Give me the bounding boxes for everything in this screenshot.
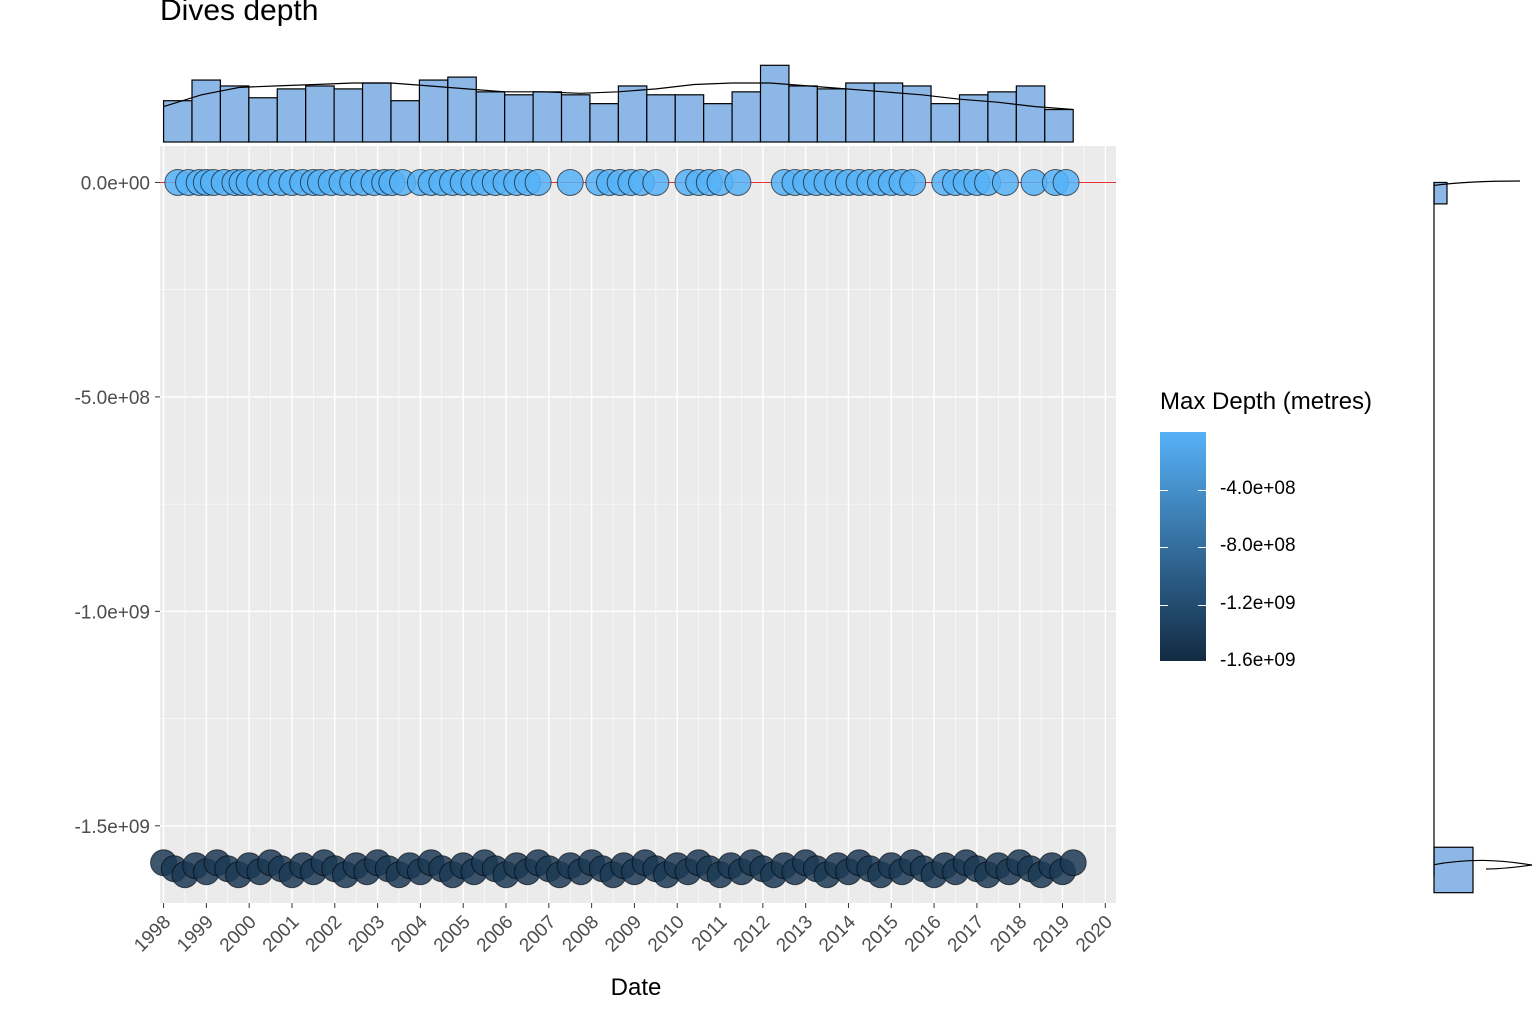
top-histogram-bar xyxy=(191,79,222,143)
top-histogram-bar xyxy=(219,85,250,143)
x-tick-label: 2019 xyxy=(1029,912,1074,957)
top-histogram-bar xyxy=(958,94,989,143)
x-tick-label: 2001 xyxy=(259,912,304,957)
x-tick-label: 2013 xyxy=(772,912,817,957)
top-histogram-bar xyxy=(1044,108,1074,143)
right-histogram-bar xyxy=(1433,846,1474,894)
top-histogram-bar xyxy=(390,100,420,143)
y-tick-label: -1.5e+09 xyxy=(74,817,150,838)
legend-color-gradient xyxy=(1160,432,1206,661)
legend-label: -8.0e+08 xyxy=(1220,535,1296,556)
x-tick-label: 2014 xyxy=(815,911,860,956)
right-marginal-histogram xyxy=(1433,180,1533,894)
x-tick-label: 2018 xyxy=(986,912,1031,957)
scatter-points xyxy=(150,168,1087,889)
x-tick-label: 2007 xyxy=(516,912,561,957)
x-tick-label: 2008 xyxy=(558,912,603,957)
right-density-curve-top xyxy=(1433,180,1521,187)
y-tick-label: 0.0e+00 xyxy=(81,173,150,194)
legend-tick xyxy=(1160,490,1168,491)
x-tick-label: 2010 xyxy=(644,912,689,957)
top-histogram-bar xyxy=(646,94,676,143)
x-tick-label: 1998 xyxy=(130,912,175,957)
x-tick-label: 1999 xyxy=(173,912,218,957)
x-tick-label: 2006 xyxy=(473,912,518,957)
chart-title: Dives depth xyxy=(160,0,319,27)
shallow-dive-point xyxy=(1052,168,1080,196)
top-density-curve xyxy=(163,82,1074,111)
shallow-dive-point xyxy=(556,168,584,196)
deep-dive-point xyxy=(1059,849,1087,877)
shallow-dive-point xyxy=(524,168,552,196)
top-histogram-bar xyxy=(333,88,364,143)
top-histogram-bar xyxy=(532,91,563,143)
grid-lines xyxy=(160,146,1116,903)
top-histogram-bar xyxy=(617,85,648,143)
legend-label: -1.6e+09 xyxy=(1220,650,1296,671)
top-histogram-bar xyxy=(418,79,449,143)
top-histogram-bar xyxy=(816,88,847,143)
top-histogram-bar xyxy=(731,91,762,143)
top-histogram-bar xyxy=(447,76,477,143)
x-tick-label: 2012 xyxy=(730,912,775,957)
x-axis-title: Date xyxy=(610,974,662,1001)
right-density-curve-bottom xyxy=(1433,859,1533,870)
x-tick-label: 2005 xyxy=(430,912,475,957)
x-tick-label: 2011 xyxy=(688,912,732,956)
top-histogram-bar xyxy=(475,91,506,143)
top-histogram-bar xyxy=(589,103,619,143)
x-tick-label: 2002 xyxy=(302,912,347,957)
top-marginal-histogram xyxy=(162,64,1074,143)
top-histogram-bar xyxy=(276,88,307,143)
legend-tick xyxy=(1198,605,1206,606)
top-histogram-bar xyxy=(845,82,875,143)
x-tick-label: 2009 xyxy=(601,912,646,957)
x-tick-label: 2020 xyxy=(1072,912,1117,957)
top-histogram-bar xyxy=(504,94,534,143)
x-axis: 1998199920002001200220032004200520062007… xyxy=(130,903,1117,957)
x-tick-label: 2003 xyxy=(344,912,389,957)
y-tick-label: -1.0e+09 xyxy=(74,602,150,623)
top-histogram-bar xyxy=(305,85,335,143)
shallow-dive-point xyxy=(899,168,927,196)
legend-tick xyxy=(1160,662,1168,663)
top-histogram-bar xyxy=(759,64,790,143)
top-histogram-bar xyxy=(248,97,278,143)
top-histogram-bar xyxy=(788,85,818,143)
y-axis: 0.0e+00 -5.0e+08 -1.0e+09 -1.5e+09 xyxy=(74,173,160,838)
x-tick-label: 2016 xyxy=(901,912,946,957)
top-histogram-bar xyxy=(930,103,961,143)
legend-tick xyxy=(1160,547,1168,548)
plot-panel xyxy=(160,146,1116,903)
shallow-dive-point xyxy=(642,168,670,196)
x-tick-label: 2004 xyxy=(387,911,432,956)
top-histogram-bar xyxy=(703,103,733,143)
legend-label: -4.0e+08 xyxy=(1220,478,1296,499)
legend-label: -1.2e+09 xyxy=(1220,593,1296,614)
x-tick-label: 2015 xyxy=(858,912,903,957)
top-histogram-bar xyxy=(674,94,705,143)
legend-tick xyxy=(1198,662,1206,663)
top-histogram-bar xyxy=(361,82,392,143)
top-histogram-bar xyxy=(987,91,1017,143)
x-tick-label: 2017 xyxy=(944,912,989,957)
legend-tick xyxy=(1198,547,1206,548)
shallow-dive-point xyxy=(991,168,1019,196)
legend-tick xyxy=(1198,490,1206,491)
shallow-dive-point xyxy=(724,168,752,196)
legend-tick xyxy=(1160,605,1168,606)
top-histogram-bar xyxy=(162,100,193,143)
top-histogram-bar xyxy=(560,94,591,143)
legend-title: Max Depth (metres) xyxy=(1160,388,1373,415)
x-tick-label: 2000 xyxy=(216,912,261,957)
y-tick-label: -5.0e+08 xyxy=(74,388,150,409)
top-histogram-bar xyxy=(1015,85,1046,143)
